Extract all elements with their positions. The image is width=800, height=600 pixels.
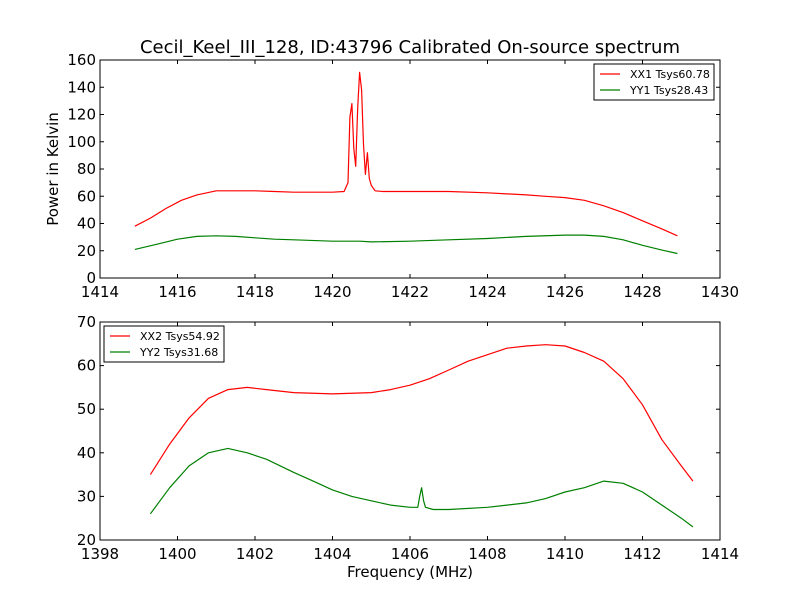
bottom-series-line-1	[149, 344, 694, 482]
top-y-tick-label: 20	[77, 242, 96, 260]
top-y-tick-label: 160	[67, 51, 96, 69]
top-series-line-2	[134, 234, 678, 255]
bottom-legend-label-1: XX2 Tsys54.92	[140, 330, 220, 343]
top-y-tick-label: 120	[67, 106, 96, 124]
bottom-x-tick-label: 1410	[546, 545, 584, 563]
bottom-x-tick-label: 1406	[391, 545, 429, 563]
top-y-tick-label: 140	[67, 78, 96, 96]
bottom-x-tick-label: 1398	[81, 545, 119, 563]
bottom-y-tick-label: 50	[77, 400, 96, 418]
bottom-panel: Frequency (MHz) 1398 1400 1402 1404 1406 1408…	[77, 313, 739, 581]
bottom-legend-box	[103, 325, 225, 363]
top-legend-label-1: XX1 Tsys60.78	[630, 68, 710, 81]
bottom-x-tick-label: 1414	[701, 545, 739, 563]
bottom-y-tick-label: 30	[77, 487, 96, 505]
bottom-x-tick-label: 1408	[468, 545, 506, 563]
bottom-y-tick-label: 70	[77, 313, 96, 331]
top-x-tick-label: 1416	[158, 283, 196, 301]
top-legend-label-2: YY1 Tsys28.43	[629, 84, 708, 97]
bottom-y-tick-label: 60	[77, 357, 96, 375]
top-x-tick-label: 1420	[313, 283, 351, 301]
top-x-tick-label: 1418	[236, 283, 274, 301]
bottom-x-axis-label: Frequency (MHz)	[347, 563, 473, 581]
bottom-x-tick-label: 1402	[236, 545, 274, 563]
top-y-axis-label: Power in Kelvin	[44, 112, 62, 226]
bottom-series-line-2	[149, 447, 694, 528]
top-panel: Power in Kelvin 1414 1416 1418 1420 1422 1424…	[44, 51, 739, 301]
top-x-tick-label: 1422	[391, 283, 429, 301]
top-x-tick-label: 1424	[468, 283, 506, 301]
top-y-tick-label: 100	[67, 133, 96, 151]
bottom-legend-label-2: YY2 Tsys31.68	[139, 346, 218, 359]
bottom-x-tick-label: 1400	[158, 545, 196, 563]
top-x-tick-label: 1426	[546, 283, 584, 301]
bottom-y-tick-label: 40	[77, 444, 96, 462]
bottom-y-tick-label: 20	[77, 531, 96, 549]
top-y-tick-label: 80	[77, 160, 96, 178]
top-x-tick-label: 1414	[81, 283, 119, 301]
top-y-tick-label: 60	[77, 187, 96, 205]
top-x-tick-label: 1428	[623, 283, 661, 301]
top-y-tick-label: 0	[86, 269, 96, 287]
bottom-x-tick-label: 1412	[623, 545, 661, 563]
top-legend-box	[593, 63, 715, 101]
top-series-line-1	[134, 71, 678, 237]
top-y-tick-label: 40	[77, 215, 96, 233]
top-legend: XX1 Tsys60.78 YY1 Tsys28.43	[593, 63, 715, 101]
chart-title: Cecil_Keel_III_128, ID:43796 Calibrated …	[140, 37, 680, 58]
bottom-legend: XX2 Tsys54.92 YY2 Tsys31.68	[103, 325, 225, 363]
bottom-x-tick-label: 1404	[313, 545, 351, 563]
top-x-tick-label: 1430	[701, 283, 739, 301]
